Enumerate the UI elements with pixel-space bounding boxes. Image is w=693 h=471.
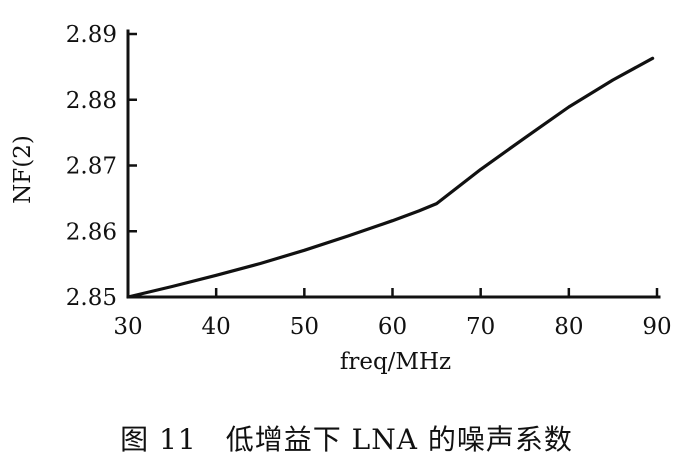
x-tick-label: 90 xyxy=(642,314,671,340)
y-tick-label: 2.85 xyxy=(66,285,117,311)
y-tick-label: 2.88 xyxy=(66,88,117,114)
y-tick-label: 2.87 xyxy=(66,154,117,180)
series-line xyxy=(126,56,655,299)
figure-caption: 图 11 低增益下 LNA 的噪声系数 xyxy=(120,423,573,456)
x-tick-label: 70 xyxy=(466,314,495,340)
x-tick-label: 30 xyxy=(113,314,142,340)
tick-labels: 30 40 50 60 70 80 90 2.85 2.86 2.87 2.88 2.89 xyxy=(66,22,672,340)
x-tick-label: 80 xyxy=(554,314,583,340)
y-tick-label: 2.86 xyxy=(66,219,117,245)
y-tick-label: 2.89 xyxy=(66,22,117,48)
x-tick-label: 40 xyxy=(202,314,231,340)
ticks xyxy=(126,32,659,299)
x-tick-label: 50 xyxy=(290,314,319,340)
y-axis-label: NF(2) xyxy=(10,135,36,204)
x-tick-label: 60 xyxy=(378,314,407,340)
line-chart: 30 40 50 60 70 80 90 2.85 2.86 2.87 2.88 2.89 freq/… xyxy=(10,22,672,375)
series-layer xyxy=(126,56,655,299)
x-axis-label: freq/MHz xyxy=(340,349,451,375)
axes xyxy=(126,29,661,299)
